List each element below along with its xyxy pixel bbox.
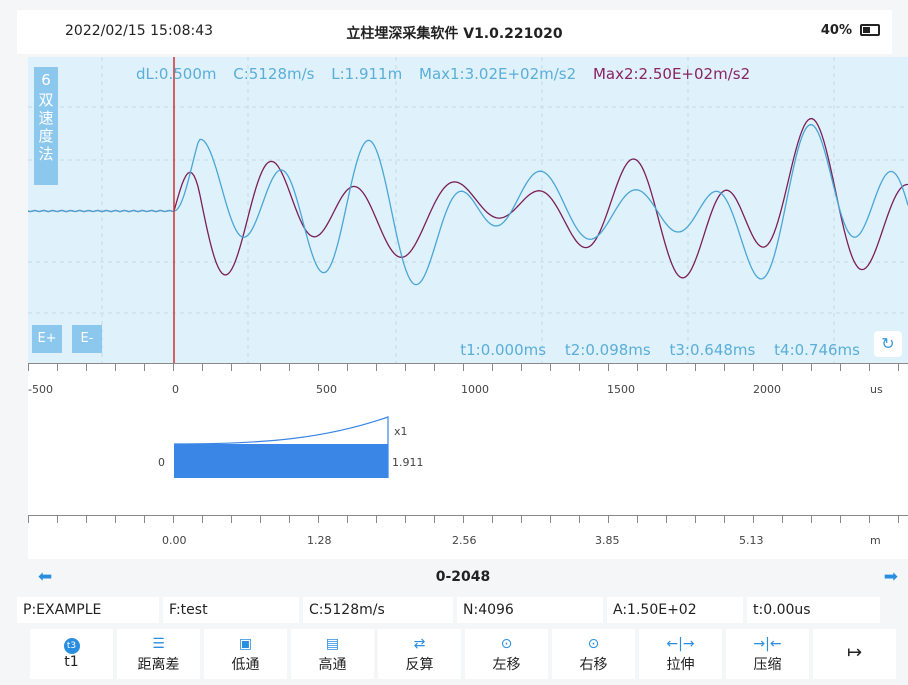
stretch-icon: ←|→	[666, 636, 695, 652]
max1-value: Max1:3.02E+02m/s2	[419, 65, 577, 83]
range-bar: ⬅ 0-2048 ➡	[28, 565, 898, 591]
tick-label: 500	[316, 383, 337, 396]
distance-icon: ☰	[152, 636, 165, 652]
t4-time: t4:0.746ms	[774, 341, 860, 359]
shift-right-label: 右移	[579, 657, 608, 673]
datetime: 2022/02/15 15:08:43	[65, 23, 214, 39]
tick-label: -500	[28, 383, 53, 396]
distance-diff-label: 距离差	[137, 657, 180, 673]
tick-label: 1000	[461, 383, 489, 396]
highpass-button[interactable]: ▤ 高通	[291, 629, 374, 679]
samples-field: N:4096	[457, 597, 603, 623]
waveform-panel[interactable]: 6 双速度法 dL:0.500m C:5128m/s L:1.911m Max1…	[28, 57, 908, 363]
refresh-icon[interactable]: ↻	[874, 331, 902, 357]
shift-left-label: 左移	[492, 657, 521, 673]
t1-time: t1:0.000ms	[460, 341, 547, 359]
max2-value: Max2:2.50E+02m/s2	[592, 65, 751, 83]
shift-right-icon: ⊙	[587, 636, 600, 652]
wave-params: dL:0.500m C:5128m/s L:1.911m Max1:3.02E+…	[136, 65, 762, 83]
depth-bar-panel: 0 x1 1.911	[28, 403, 908, 515]
time-field: t:0.00us	[747, 597, 880, 623]
compress-button[interactable]: →|← 压缩	[726, 629, 809, 679]
depth-bar	[174, 444, 388, 478]
project-field: P:EXAMPLE	[17, 597, 159, 623]
t2-time: t2:0.098ms	[564, 341, 651, 359]
compress-icon: →|←	[753, 636, 782, 652]
tick-label: 5.13	[739, 534, 764, 547]
range-label: 0-2048	[435, 569, 491, 585]
amplitude-field: A:1.50E+02	[607, 597, 743, 623]
l-value: L:1.911m	[331, 65, 403, 83]
t1-button[interactable]: t3 t1	[30, 629, 113, 679]
t3-time: t3:0.648ms	[669, 341, 756, 359]
lowpass-label: 低通	[231, 657, 260, 673]
inverse-calc-label: 反算	[405, 657, 434, 673]
highpass-label: 高通	[318, 657, 347, 673]
status-bar: 2022/02/15 15:08:43 立柱埋深采集软件 V1.0.221020…	[17, 10, 892, 54]
arrow-left-icon[interactable]: ⬅	[38, 567, 53, 587]
bar-zero-label: 0	[158, 456, 165, 469]
shift-left-button[interactable]: ⊙ 左移	[465, 629, 548, 679]
shift-right-button[interactable]: ⊙ 右移	[552, 629, 635, 679]
inverse-calc-button[interactable]: ⇄ 反算	[378, 629, 461, 679]
tick-label: 1.28	[307, 534, 332, 547]
lowpass-icon: ▣	[238, 636, 253, 652]
depth-axis: 0.00 1.28 2.56 3.85 5.13 m	[28, 515, 908, 559]
waveform-svg	[28, 57, 908, 363]
stretch-button[interactable]: ←|→ 拉伸	[639, 629, 722, 679]
t1-button-label: t1	[64, 654, 79, 670]
info-bar: P:EXAMPLE F:test C:5128m/s N:4096 A:1.50…	[17, 597, 900, 625]
toolbar: t3 t1 ☰ 距离差 ▣ 低通 ▤ 高通 ⇄ 反算 ⊙ 左移 ⊙ 右移 ←|→…	[30, 629, 900, 681]
app-title: 立柱埋深采集软件 V1.0.221020	[346, 26, 563, 42]
tick-label: 3.85	[595, 534, 620, 547]
c-value: C:5128m/s	[233, 65, 315, 83]
tick-label: 2.56	[452, 534, 477, 547]
gain-label: x1	[394, 425, 408, 438]
mode-label: 双速度法	[38, 91, 54, 163]
battery-percent: 40%	[820, 23, 852, 38]
mode-number: 6	[41, 71, 51, 89]
highpass-icon: ▤	[325, 636, 340, 652]
trace-purple	[28, 117, 908, 279]
stretch-label: 拉伸	[666, 657, 695, 673]
distance-diff-button[interactable]: ☰ 距离差	[117, 629, 200, 679]
bar-value-label: 1.911	[392, 456, 424, 469]
exit-button[interactable]: ↦	[813, 629, 896, 679]
gain-curve	[173, 416, 389, 478]
battery-icon	[860, 24, 880, 36]
tick-label: m	[870, 534, 881, 547]
shift-left-icon: ⊙	[500, 636, 513, 652]
shuffle-icon: ⇄	[413, 636, 426, 652]
exit-icon: ↦	[846, 642, 863, 663]
time-markers: t1:0.000ms t2:0.098ms t3:0.648ms t4:0.74…	[446, 341, 860, 359]
arrow-right-icon[interactable]: ➡	[883, 567, 898, 587]
tick-label: 0	[172, 383, 179, 396]
compress-label: 压缩	[753, 657, 782, 673]
tick-label: 1500	[607, 383, 635, 396]
file-field: F:test	[163, 597, 299, 623]
tick-label: 0.00	[162, 534, 187, 547]
velocity-field: C:5128m/s	[303, 597, 453, 623]
zoom-in-button[interactable]: E+	[32, 325, 62, 353]
t3-icon: t3	[63, 638, 80, 654]
lowpass-button[interactable]: ▣ 低通	[204, 629, 287, 679]
trace-blue	[28, 124, 908, 286]
mode-badge: 6 双速度法	[34, 67, 58, 185]
time-axis: -500 0 500 1000 1500 2000 us	[28, 363, 908, 403]
tick-label: 2000	[753, 383, 781, 396]
zoom-out-button[interactable]: E-	[72, 325, 102, 353]
dl-value: dL:0.500m	[136, 65, 217, 83]
tick-label: us	[870, 383, 883, 396]
